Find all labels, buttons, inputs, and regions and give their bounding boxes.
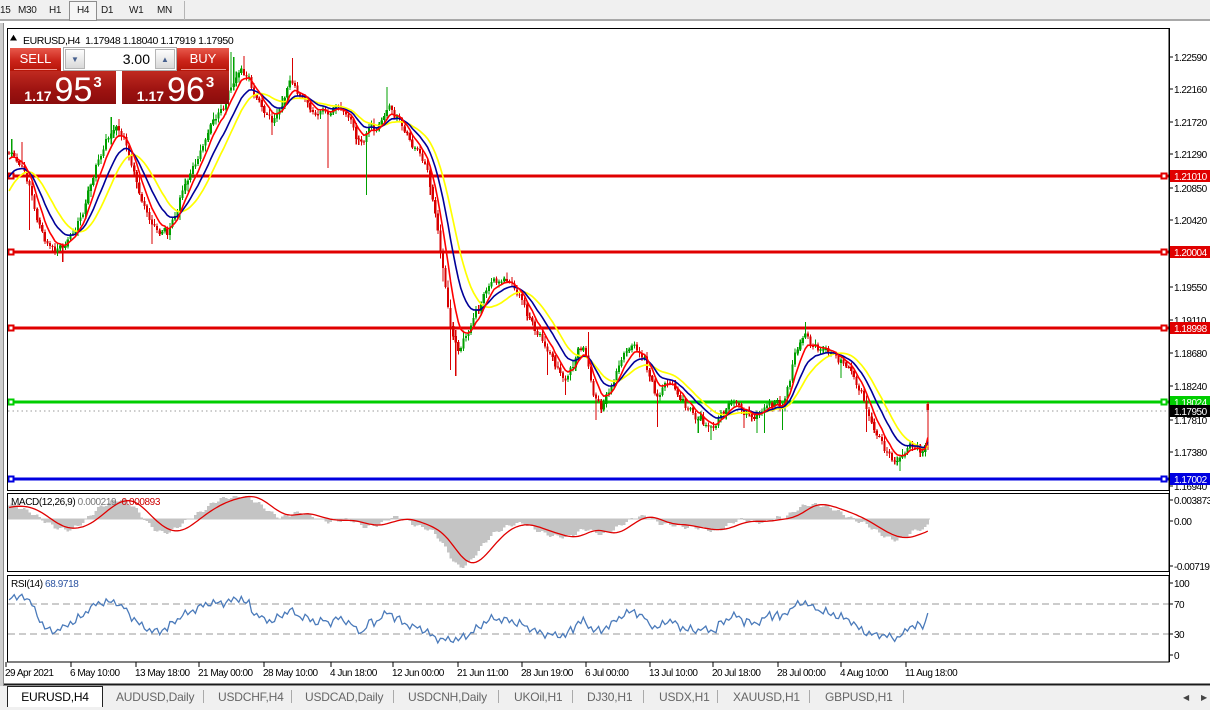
svg-text:4 Jun 18:00: 4 Jun 18:00 — [330, 668, 378, 679]
svg-text:30: 30 — [1174, 630, 1185, 641]
svg-text:20 Jul 18:00: 20 Jul 18:00 — [712, 668, 761, 679]
svg-text:1.17380: 1.17380 — [1174, 448, 1208, 459]
svg-text:1.21720: 1.21720 — [1174, 118, 1208, 129]
svg-text:6 May 10:00: 6 May 10:00 — [70, 668, 120, 679]
svg-text:0: 0 — [1174, 651, 1180, 662]
svg-text:-0.00719: -0.00719 — [1174, 562, 1210, 573]
svg-text:100: 100 — [1174, 579, 1190, 590]
svg-text:0.00: 0.00 — [1174, 517, 1192, 528]
svg-text:1.21290: 1.21290 — [1174, 150, 1208, 161]
svg-text:MACD(12,26,9) 0.000219 -0.0008: MACD(12,26,9) 0.000219 -0.000893 — [11, 497, 161, 508]
svg-text:1.17810: 1.17810 — [1174, 416, 1208, 427]
svg-text:28 Jul 00:00: 28 Jul 00:00 — [777, 668, 826, 679]
svg-text:28 May 10:00: 28 May 10:00 — [263, 668, 319, 679]
svg-text:0.003873: 0.003873 — [1174, 496, 1210, 507]
svg-text:6 Jul 00:00: 6 Jul 00:00 — [585, 668, 629, 679]
svg-text:4 Aug 10:00: 4 Aug 10:00 — [840, 668, 889, 679]
svg-text:1.22160: 1.22160 — [1174, 85, 1208, 96]
svg-text:1.20004: 1.20004 — [1174, 248, 1208, 259]
svg-text:13 Jul 10:00: 13 Jul 10:00 — [649, 668, 698, 679]
svg-text:1.19110: 1.19110 — [1174, 316, 1207, 327]
svg-text:13 May 18:00: 13 May 18:00 — [135, 668, 191, 679]
svg-text:1.17002: 1.17002 — [1174, 475, 1208, 486]
svg-text:21 Jun 11:00: 21 Jun 11:00 — [457, 668, 509, 679]
svg-text:12 Jun 00:00: 12 Jun 00:00 — [392, 668, 445, 679]
svg-text:1.17950: 1.17950 — [1174, 407, 1208, 418]
svg-text:RSI(14) 68.9718: RSI(14) 68.9718 — [11, 579, 79, 590]
svg-text:1.20850: 1.20850 — [1174, 184, 1208, 195]
svg-text:1.18998: 1.18998 — [1174, 324, 1208, 335]
svg-text:28 Jun 19:00: 28 Jun 19:00 — [521, 668, 574, 679]
svg-text:11 Aug 18:00: 11 Aug 18:00 — [905, 668, 958, 679]
svg-text:EURUSD,H4 1.17948 1.18040 1.1: EURUSD,H4 1.17948 1.18040 1.17919 1.1795… — [23, 35, 234, 47]
svg-text:1.22590: 1.22590 — [1174, 53, 1208, 64]
svg-text:1.18240: 1.18240 — [1174, 382, 1208, 393]
svg-text:29 Apr 2021: 29 Apr 2021 — [5, 668, 54, 679]
svg-text:21 May 00:00: 21 May 00:00 — [198, 668, 254, 679]
svg-text:1.16940: 1.16940 — [1174, 482, 1208, 493]
svg-text:1.20420: 1.20420 — [1174, 216, 1208, 227]
svg-text:70: 70 — [1174, 600, 1185, 611]
svg-text:1.21010: 1.21010 — [1174, 172, 1208, 183]
svg-text:1.19550: 1.19550 — [1174, 283, 1208, 294]
svg-text:1.18024: 1.18024 — [1174, 398, 1208, 409]
svg-text:1.18680: 1.18680 — [1174, 349, 1208, 360]
